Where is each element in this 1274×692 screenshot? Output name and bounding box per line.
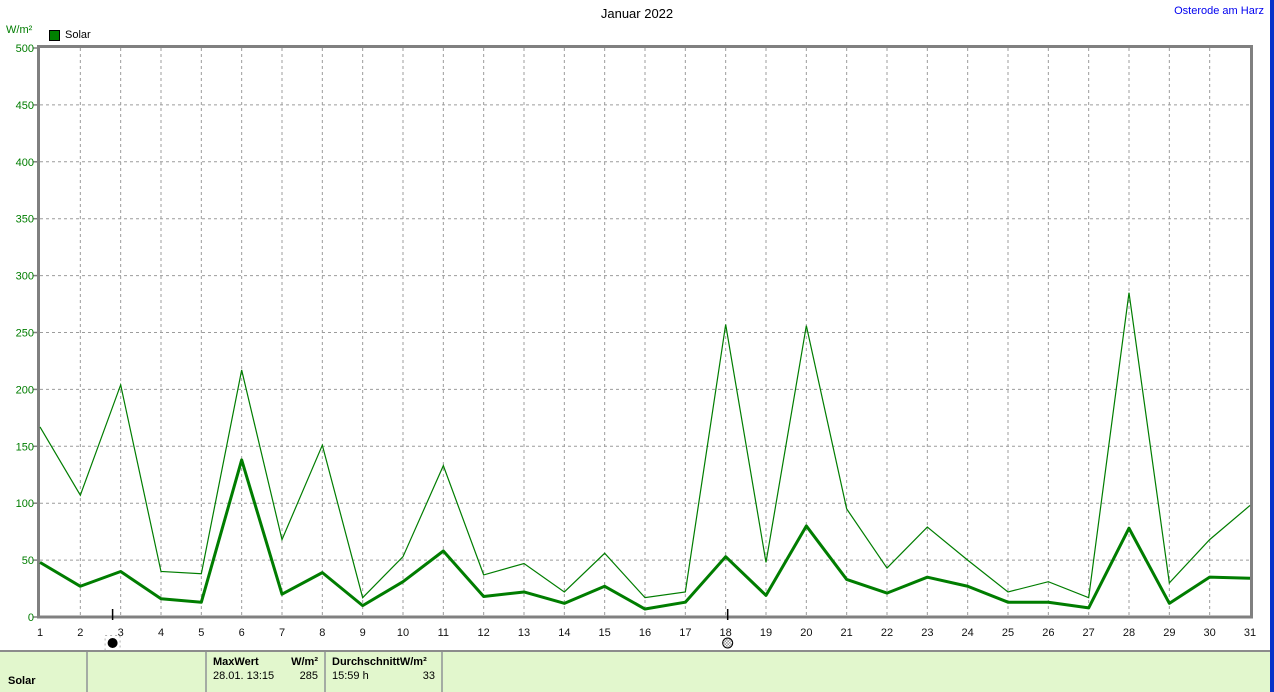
x-axis-label: 30 xyxy=(1204,627,1216,639)
chart-title: Januar 2022 xyxy=(600,6,674,21)
full-moon-icon[interactable] xyxy=(722,637,734,649)
y-axis-unit-label: W/m² xyxy=(6,24,33,36)
x-axis-label: 1 xyxy=(37,627,43,639)
x-axis-label: 18 xyxy=(720,627,732,639)
new-moon-icon[interactable] xyxy=(107,638,118,648)
maxwert-header-label: MaxWert xyxy=(213,656,259,668)
y-axis-label: 200 xyxy=(16,384,34,396)
legend-label: Solar xyxy=(65,29,91,41)
y-axis-label: 400 xyxy=(16,157,34,169)
durchschnitt-header-label: Durchschnitt xyxy=(332,656,400,668)
x-axis-label: 31 xyxy=(1244,627,1256,639)
legend: Solar xyxy=(49,29,91,41)
x-axis-label: 6 xyxy=(239,627,245,639)
x-axis-label: 17 xyxy=(679,627,691,639)
y-axis-label: 0 xyxy=(28,612,34,624)
x-axis-label: 12 xyxy=(478,627,490,639)
x-axis-label: 28 xyxy=(1123,627,1135,639)
x-axis-label: 25 xyxy=(1002,627,1014,639)
durchschnitt-header-unit: W/m² xyxy=(399,656,427,668)
y-axis-label: 100 xyxy=(16,498,34,510)
x-axis-label: 20 xyxy=(800,627,812,639)
y-axis-label: 450 xyxy=(16,100,34,112)
plot-border xyxy=(37,45,1253,619)
y-axis-label: 50 xyxy=(22,555,34,567)
y-axis-label: 350 xyxy=(16,214,34,226)
summary-table: Solar MaxWert W/m² 28.01. 13:15 285 Durc… xyxy=(0,650,1270,692)
x-axis-label: 26 xyxy=(1042,627,1054,639)
x-axis-label: 8 xyxy=(319,627,325,639)
station-name-link[interactable]: Osterode am Harz xyxy=(1174,5,1264,17)
x-axis-label: 10 xyxy=(397,627,409,639)
durchschnitt-duration: 15:59 h xyxy=(332,670,369,682)
x-axis-label: 24 xyxy=(962,627,974,639)
x-axis-label: 23 xyxy=(921,627,933,639)
series-line-max xyxy=(39,292,1251,599)
maxwert-timestamp: 28.01. 13:15 xyxy=(213,670,275,682)
x-axis-label: 27 xyxy=(1083,627,1095,639)
x-axis-label: 2 xyxy=(77,627,83,639)
summary-durchschnitt-cell: Durchschnitt W/m² 15:59 h 33 xyxy=(326,652,443,692)
x-axis-label: 4 xyxy=(158,627,164,639)
x-axis-label: 19 xyxy=(760,627,772,639)
x-axis-label: 13 xyxy=(518,627,530,639)
x-axis-label: 3 xyxy=(118,627,124,639)
x-axis-label: 21 xyxy=(841,627,853,639)
x-axis-label: 9 xyxy=(360,627,366,639)
maxwert-value: 285 xyxy=(299,670,318,682)
x-axis-label: 5 xyxy=(198,627,204,639)
y-axis-label: 250 xyxy=(16,328,34,340)
solar-series-swatch-icon xyxy=(49,29,60,41)
summary-empty-cell xyxy=(88,652,207,692)
x-axis-label: 14 xyxy=(558,627,570,639)
series-line-mean xyxy=(39,458,1251,611)
y-axis-label: 500 xyxy=(16,43,34,55)
x-axis-label: 7 xyxy=(279,627,285,639)
y-axis-label: 150 xyxy=(16,441,34,453)
y-axis-label: 300 xyxy=(16,271,34,283)
window-edge-bar xyxy=(1270,0,1274,692)
x-axis-label: 29 xyxy=(1163,627,1175,639)
summary-row-label: Solar xyxy=(8,675,36,687)
x-axis-label: 22 xyxy=(881,627,893,639)
x-axis-label: 11 xyxy=(438,627,449,639)
x-axis-label: 15 xyxy=(599,627,611,639)
summary-row-label-cell: Solar xyxy=(0,652,88,692)
maxwert-header-unit: W/m² xyxy=(291,656,318,668)
x-axis-label: 16 xyxy=(639,627,651,639)
durchschnitt-value: 33 xyxy=(422,670,435,682)
summary-maxwert-cell: MaxWert W/m² 28.01. 13:15 285 xyxy=(207,652,326,692)
